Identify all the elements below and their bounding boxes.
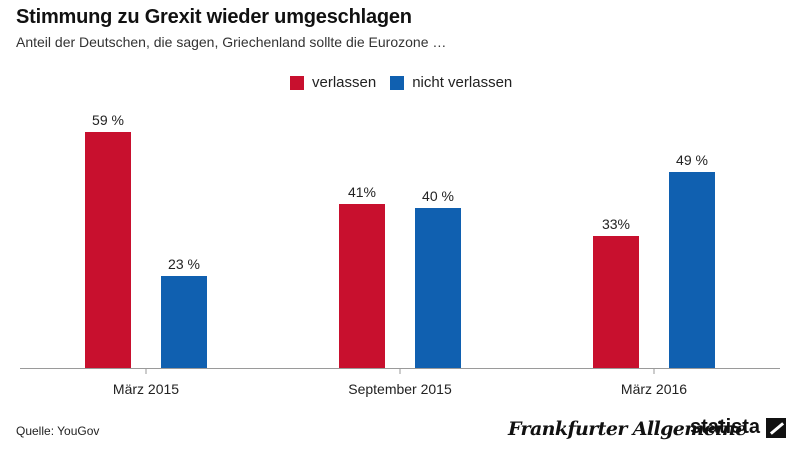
bar: [669, 172, 715, 368]
legend-swatch-nicht-verlassen: [390, 75, 405, 90]
legend-item-nicht-verlassen: nicht verlassen: [390, 74, 512, 91]
bar: [415, 208, 461, 368]
bar: [161, 276, 207, 368]
data-label: 49 %: [676, 152, 708, 168]
data-label: 40 %: [422, 188, 454, 204]
legend-label-verlassen: verlassen: [312, 74, 377, 91]
brand-name: statista: [690, 416, 761, 438]
bar: [593, 236, 639, 368]
brand-logo: statista: [690, 416, 787, 439]
publisher-logo: Frankfurter Allgemeine: [508, 418, 747, 440]
data-label: 33%: [602, 216, 630, 232]
chart-subtitle: Anteil der Deutschen, die sagen, Grieche…: [16, 34, 447, 50]
data-label: 23 %: [168, 256, 200, 272]
bar: [85, 132, 131, 368]
source-note: Quelle: YouGov: [16, 424, 100, 438]
data-label: 41%: [348, 184, 376, 200]
data-label: 59 %: [92, 112, 124, 128]
chart-title: Stimmung zu Grexit wieder umgeschlagen: [16, 6, 412, 28]
legend-item-verlassen: verlassen: [290, 74, 376, 91]
statista-icon: [766, 417, 787, 438]
x-tick-label: September 2015: [348, 381, 452, 397]
x-tick-label: März 2016: [621, 381, 687, 397]
legend-swatch-verlassen: [290, 75, 304, 90]
legend: verlassen nicht verlassen: [290, 74, 512, 91]
legend-label-nicht-verlassen: nicht verlassen: [412, 74, 513, 91]
x-tick-label: März 2015: [113, 381, 179, 397]
bar: [339, 204, 385, 368]
